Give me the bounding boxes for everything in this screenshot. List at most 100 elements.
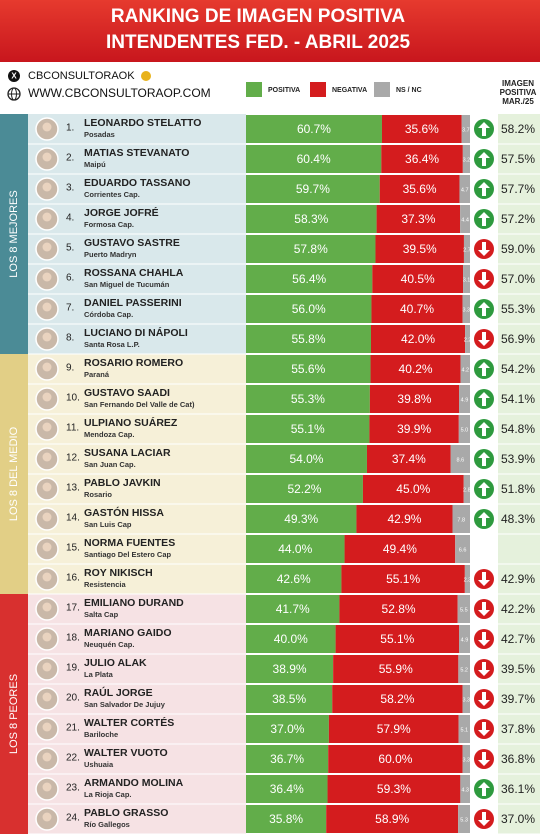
legend-label: NS / NC [396, 87, 422, 94]
photo-face [42, 632, 52, 642]
trend-arrow [474, 809, 494, 829]
bar-segment [246, 775, 328, 803]
photo-face [42, 692, 52, 702]
city: San Luis Cap [84, 520, 132, 529]
previous-value: 48.3% [501, 512, 535, 526]
value-label: 35.8% [269, 812, 303, 826]
value-label: 41.7% [276, 602, 310, 616]
value-label: 5.1 [460, 727, 468, 733]
trend-arrow [474, 359, 494, 379]
photo-face [42, 212, 52, 222]
name: GASTÓN HISSA [84, 506, 164, 519]
value-label: 6.6 [459, 547, 467, 553]
name: ROSARIO ROMERO [84, 357, 183, 369]
bar-segment [366, 445, 451, 473]
title-line: INTENDENTES FED. - ABRIL 2025 [106, 32, 410, 53]
value-label: 55.9% [379, 662, 413, 676]
previous-value: 39.7% [501, 692, 535, 706]
trend-arrow [474, 689, 494, 709]
value-label: 55.6% [291, 362, 325, 376]
trend-arrow [474, 719, 494, 739]
bar-segment [246, 745, 329, 773]
name: RAÚL JORGE [84, 686, 153, 699]
photo-face [42, 332, 52, 342]
value-label: 5.0 [461, 427, 469, 433]
bar-segment [452, 505, 470, 533]
value-label: 39.5% [403, 242, 437, 256]
trend-arrow [474, 269, 494, 289]
name: GUSTAVO SAADI [84, 387, 170, 399]
value-label: 4.9 [461, 397, 469, 403]
bar-segment [246, 655, 334, 683]
rank: 21. [66, 723, 80, 734]
previous-value: 36.8% [501, 752, 535, 766]
city: Río Gallegos [84, 820, 130, 829]
value-label: 42.9% [387, 512, 421, 526]
value-label: 40.2% [399, 362, 433, 376]
value-label: 8.6 [457, 457, 465, 463]
bar-segment [457, 595, 470, 623]
rank: 18. [66, 633, 80, 644]
value-label: 39.8% [397, 392, 431, 406]
trend-arrow-glyph [478, 692, 490, 706]
bar-segment [462, 295, 470, 323]
trend-arrow-glyph [478, 632, 490, 646]
bar-segment [246, 295, 372, 323]
bar-segment [344, 535, 456, 563]
previous-value: 57.0% [501, 272, 535, 286]
name: PABLO GRASSO [84, 807, 168, 819]
title-line: RANKING DE IMAGEN POSITIVA [111, 6, 405, 27]
bar-segment [335, 625, 460, 653]
previous-value: 56.9% [501, 332, 535, 346]
city: Corrientes Cap. [84, 190, 140, 199]
name: WALTER CORTÉS [84, 716, 174, 729]
bar-segment [458, 805, 470, 833]
bar-segment [246, 595, 340, 623]
bar-segment [246, 445, 367, 473]
value-label: 4.7 [461, 187, 469, 193]
photo-face [42, 182, 52, 192]
bar-segment [246, 805, 327, 833]
bar-segment [464, 565, 470, 593]
value-label: 3.1 [463, 277, 471, 283]
bar-segment [370, 325, 466, 353]
rank: 15. [66, 543, 80, 554]
trend-arrow [474, 779, 494, 799]
rank: 17. [66, 603, 80, 614]
previous-value: 54.2% [501, 362, 535, 376]
trend-arrow [474, 239, 494, 259]
previous-value: 42.2% [501, 602, 535, 616]
previous-value: 42.7% [501, 632, 535, 646]
group-label: LOS 8 MEJORES [8, 190, 20, 277]
trend-arrow-glyph [478, 752, 490, 766]
bar-segment [369, 415, 459, 443]
value-label: 60.7% [297, 122, 331, 136]
trend-arrow [474, 179, 494, 199]
trend-arrow [474, 599, 494, 619]
city: Neuquén Cap. [84, 640, 134, 649]
value-label: 5.5 [460, 607, 468, 613]
bar-segment [246, 415, 370, 443]
trend-arrow-glyph [478, 422, 490, 436]
trend-arrow-glyph [478, 572, 490, 586]
bar-segment [246, 355, 371, 383]
bar-segment [246, 385, 370, 413]
trend-arrow-glyph [478, 152, 490, 166]
legend-label: POSITIVA [268, 87, 300, 94]
bar-segment [356, 505, 453, 533]
rank: 4. [66, 213, 74, 224]
bar-segment [459, 385, 470, 413]
value-label: 55.8% [291, 332, 325, 346]
photo-face [42, 392, 52, 402]
bar-segment [460, 775, 470, 803]
photo-face [42, 722, 52, 732]
value-label: 55.1% [291, 422, 325, 436]
rank: 22. [66, 753, 80, 764]
trend-arrow [474, 329, 494, 349]
previous-value: 58.2% [501, 122, 535, 136]
website: WWW.CBCONSULTORAOP.COM [28, 86, 211, 100]
city: San Juan Cap. [84, 460, 136, 469]
x-icon [8, 70, 20, 82]
name: EMILIANO DURAND [84, 597, 184, 609]
rank: 6. [66, 273, 74, 284]
